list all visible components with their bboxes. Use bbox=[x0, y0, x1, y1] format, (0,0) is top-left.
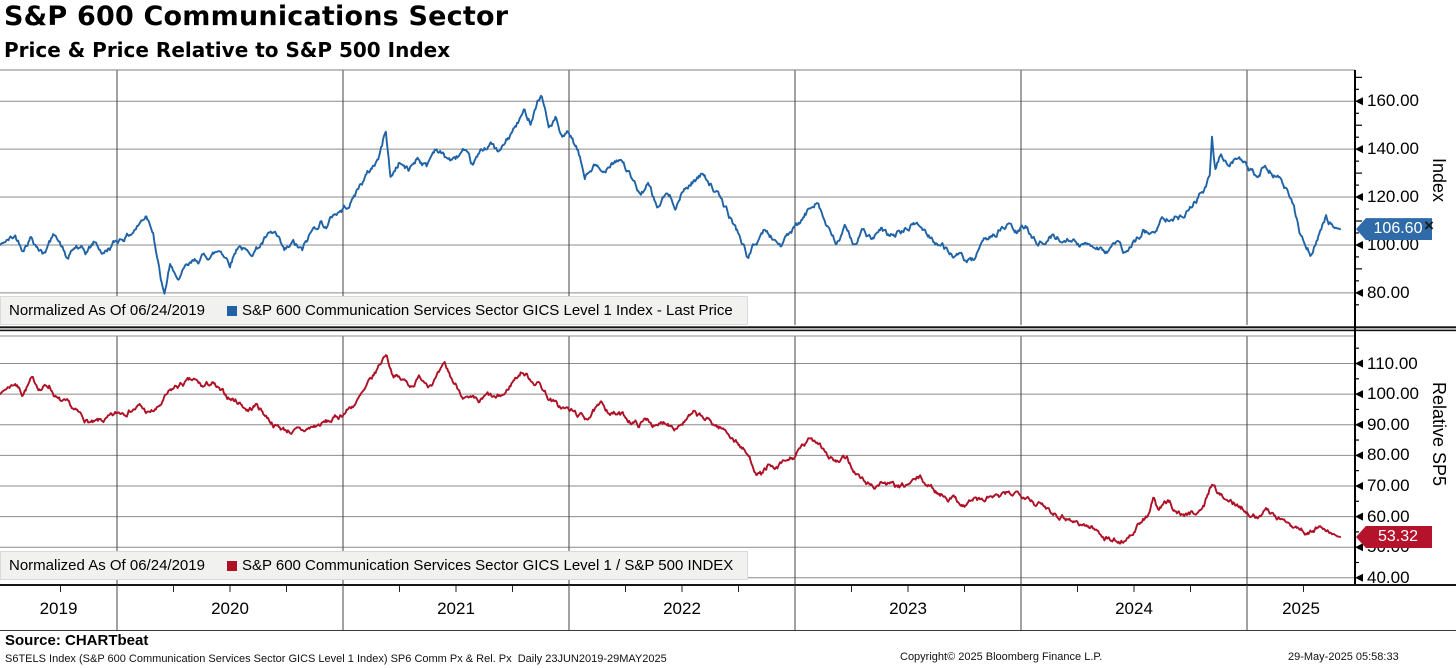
x-tick-label: 2019 bbox=[39, 599, 78, 618]
y-major-tick-icon bbox=[1355, 193, 1363, 202]
y-major-tick-icon bbox=[1355, 420, 1363, 429]
x-tick-label: 2023 bbox=[889, 599, 927, 618]
index-series-swatch-icon bbox=[226, 305, 237, 316]
y-tick-label: 90.00 bbox=[1367, 414, 1410, 434]
y-major-tick-icon bbox=[1355, 145, 1363, 154]
footer-copyright: Copyright© 2025 Bloomberg Finance L.P. bbox=[900, 651, 1103, 663]
normalized-label: Normalized As Of 06/24/2019 bbox=[9, 302, 205, 319]
page-title: S&P 600 Communications Sector bbox=[4, 1, 509, 32]
legend-strip-relative: Normalized As Of 06/24/2019 S&P 600 Comm… bbox=[0, 551, 749, 580]
page-subtitle: Price & Price Relative to S&P 500 Index bbox=[4, 38, 451, 62]
relative-price-line[interactable] bbox=[0, 354, 1342, 545]
y-tick-label: 120.00 bbox=[1367, 187, 1419, 207]
y-tick-label: 60.00 bbox=[1367, 506, 1410, 526]
legend-item-index-series[interactable]: S&P 600 Communication Services Sector GI… bbox=[241, 302, 733, 319]
y-major-tick-icon bbox=[1355, 512, 1363, 521]
y-axis-title-index: Index bbox=[1429, 158, 1449, 203]
x-tick-label: 2020 bbox=[211, 599, 249, 618]
legend-item-relative-series[interactable]: S&P 600 Communication Services Sector GI… bbox=[241, 557, 734, 574]
y-axis-title-relative: Relative SP5 bbox=[1429, 382, 1449, 487]
last-price-badge-index: 106.60 bbox=[1356, 218, 1432, 241]
y-tick-label: 110.00 bbox=[1367, 353, 1418, 373]
legend-strip-index: Normalized As Of 06/24/2019 S&P 600 Comm… bbox=[0, 296, 748, 325]
y-major-tick-icon bbox=[1355, 288, 1363, 297]
y-tick-label: 80.00 bbox=[1367, 445, 1410, 465]
y-major-tick-icon bbox=[1355, 573, 1363, 582]
last-price-badge-relative: 53.32 bbox=[1356, 526, 1432, 549]
panel-separator bbox=[0, 329, 1456, 332]
y-major-tick-icon bbox=[1355, 451, 1363, 460]
y-major-tick-icon bbox=[1355, 97, 1363, 106]
y-tick-label: 100.00 bbox=[1367, 384, 1419, 404]
index-price-line[interactable] bbox=[0, 94, 1342, 295]
y-major-tick-icon bbox=[1355, 240, 1363, 249]
y-major-tick-icon bbox=[1355, 543, 1363, 552]
x-tick-label: 2021 bbox=[437, 599, 475, 618]
y-tick-label: 160.00 bbox=[1367, 91, 1419, 111]
y-major-tick-icon bbox=[1355, 390, 1363, 399]
y-tick-label: 40.00 bbox=[1367, 567, 1410, 587]
y-major-tick-icon bbox=[1355, 359, 1363, 368]
y-tick-label: 80.00 bbox=[1367, 282, 1410, 302]
normalized-label: Normalized As Of 06/24/2019 bbox=[9, 557, 205, 574]
x-tick-label: 2024 bbox=[1115, 599, 1153, 618]
panel-separator bbox=[0, 326, 1456, 329]
footer-description: S6TELS Index (S&P 600 Communication Serv… bbox=[5, 653, 667, 665]
close-icon[interactable]: × bbox=[1424, 216, 1434, 235]
y-tick-label: 140.00 bbox=[1367, 139, 1419, 159]
y-tick-label: 70.00 bbox=[1367, 475, 1410, 495]
relative-series-swatch-icon bbox=[226, 560, 237, 571]
y-major-tick-icon bbox=[1355, 481, 1363, 490]
x-tick-label: 2022 bbox=[663, 599, 701, 618]
footer-timestamp: 29-May-2025 05:58:33 bbox=[1288, 651, 1399, 663]
x-axis-line bbox=[0, 584, 1456, 586]
footer-source: Source: CHARTbeat bbox=[5, 632, 149, 649]
x-tick-label: 2025 bbox=[1282, 599, 1320, 618]
